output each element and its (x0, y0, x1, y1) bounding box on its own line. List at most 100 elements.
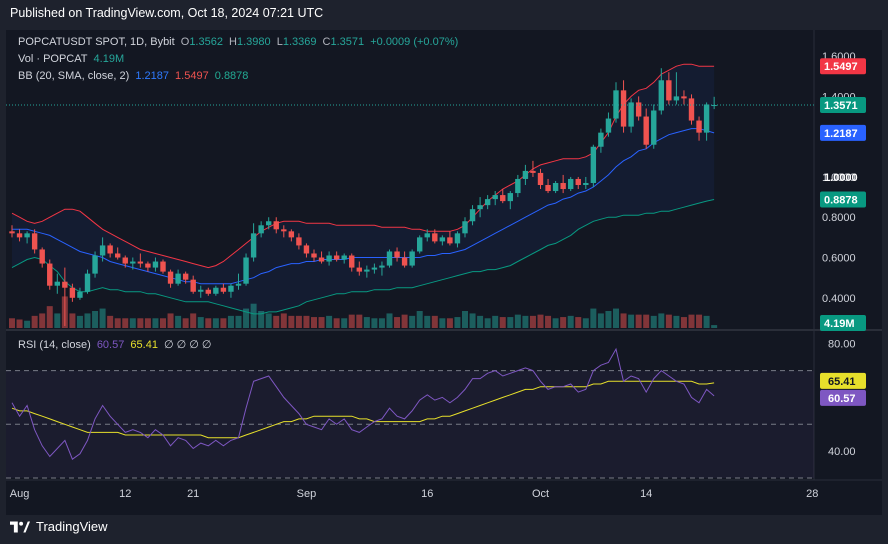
candle (167, 271, 174, 284)
volume-bar (469, 313, 476, 328)
close-value: 1.3571 (330, 36, 365, 48)
candle (469, 209, 476, 222)
volume-bar (499, 317, 506, 328)
candle (522, 170, 529, 179)
rsi-extra: ∅ ∅ ∅ ∅ (164, 339, 212, 351)
candle (628, 102, 634, 127)
bb-basis-value: 1.2187 (135, 70, 169, 82)
volume-bar (54, 313, 61, 328)
bb-upper-line (11, 63, 715, 269)
candle (492, 195, 498, 200)
volume-bar (545, 315, 552, 328)
time-tick-label: 21 (187, 488, 199, 500)
candle (401, 257, 408, 266)
candle (696, 120, 702, 133)
volume-bar (311, 317, 317, 328)
volume-bar (560, 317, 567, 328)
bb-legend: BB (20, SMA, close, 2) 1.2187 1.5497 0.8… (18, 70, 251, 82)
volume-bar (658, 313, 665, 328)
candle (235, 283, 242, 286)
open-value: 1.3562 (189, 36, 223, 48)
candle (515, 178, 521, 194)
candle (92, 255, 98, 274)
price-tick-label: 1.0000 (822, 172, 856, 184)
volume-bar (227, 315, 234, 328)
candle (115, 253, 121, 258)
candle (432, 233, 438, 242)
candle (31, 233, 38, 250)
rsi-value: 60.57 (96, 339, 125, 351)
candle (590, 146, 597, 183)
footer-brand: TradingView (36, 519, 108, 534)
volume-bar (16, 319, 23, 328)
candle (688, 98, 695, 121)
candle (258, 225, 264, 234)
volume-bar (341, 318, 348, 328)
price-badge (820, 191, 866, 208)
time-tick-label: Aug (10, 488, 30, 500)
volume-bar (371, 318, 378, 328)
footer: TradingView (10, 519, 108, 534)
candle (545, 185, 551, 192)
volume-bar (643, 314, 650, 328)
candle (266, 221, 272, 226)
candle (137, 261, 144, 264)
rsi-badge (820, 372, 866, 389)
volume-bar (190, 313, 197, 328)
volume-bar (107, 315, 114, 328)
volume-bar (76, 315, 83, 328)
price-badge-label: 1.2187 (824, 128, 858, 140)
candle (673, 96, 680, 101)
volume-bar (431, 315, 438, 328)
candle (16, 233, 23, 238)
candle (568, 178, 574, 190)
candle (484, 199, 491, 206)
low-label: L (276, 36, 283, 48)
volume-bar (635, 314, 642, 328)
volume-badge-label: 4.19M (824, 318, 855, 330)
candle (605, 118, 612, 133)
volume-label: Vol · POPCAT (18, 53, 88, 65)
symbol-legend: POPCATUSDT SPOT, 1D, Bybit O1.3562 H1.39… (18, 36, 461, 48)
candle (439, 237, 446, 242)
volume-bar (688, 314, 695, 328)
candle (477, 205, 483, 210)
time-tick-label: 28 (806, 488, 818, 500)
volume-bar (265, 313, 272, 328)
bb-fill (12, 64, 715, 314)
candle (296, 237, 302, 246)
candle (311, 253, 317, 258)
price-badge-label: 1.0000 (824, 172, 858, 184)
volume-bar (318, 317, 325, 328)
candle (198, 289, 204, 292)
price-tick-label: 0.4000 (822, 293, 856, 305)
volume-bar (182, 318, 189, 328)
candle (54, 281, 60, 286)
price-badge (820, 58, 866, 75)
candle (356, 267, 362, 272)
volume-bar (552, 318, 559, 328)
volume-bar (439, 318, 446, 328)
candle (288, 231, 295, 238)
chart-panel[interactable]: 1.60001.40001.20001.00000.80000.60000.40… (6, 30, 882, 515)
candle (333, 255, 340, 260)
volume-bar (363, 317, 370, 328)
volume-bar (605, 311, 612, 328)
candle (500, 195, 506, 202)
time-tick-label: Oct (532, 488, 549, 500)
chart-svg[interactable]: 1.60001.40001.20001.00000.80000.60000.40… (6, 30, 882, 515)
price-badge-label: 1.5497 (824, 61, 858, 73)
volume-bar (258, 311, 265, 328)
volume-bar (575, 317, 582, 328)
candle (152, 261, 159, 268)
candle (84, 273, 91, 292)
candle (24, 233, 30, 238)
candle (47, 263, 53, 286)
candle (228, 285, 234, 292)
volume-bar (175, 315, 182, 328)
tradingview-logo-icon (10, 520, 30, 533)
price-badge-label: 1.3571 (824, 100, 858, 112)
candle (99, 245, 106, 256)
volume-bar (394, 317, 401, 328)
candle (613, 90, 619, 119)
